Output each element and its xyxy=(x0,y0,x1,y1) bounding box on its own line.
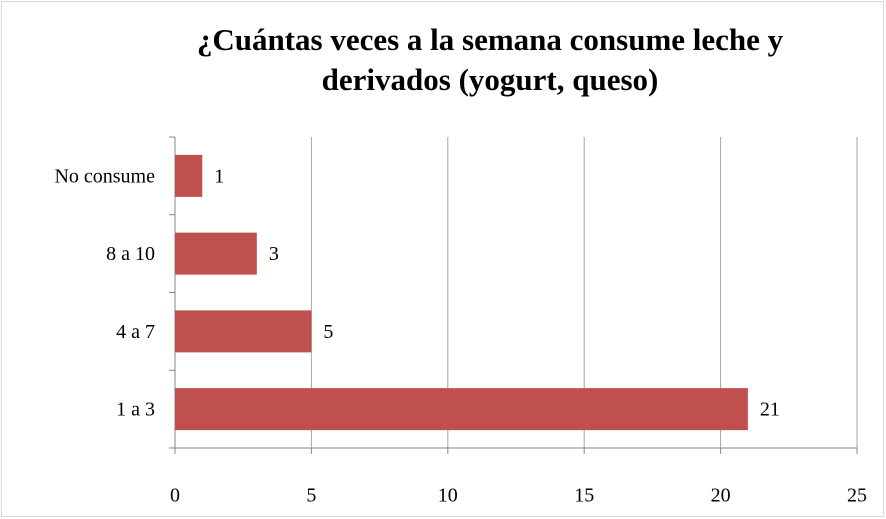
chart-title: ¿Cuántas veces a la semana consume leche… xyxy=(196,22,784,97)
x-tick-label: 0 xyxy=(170,485,180,507)
data-label: 5 xyxy=(323,321,333,343)
y-tick-label: 8 a 10 xyxy=(106,243,155,265)
bar xyxy=(175,310,312,353)
data-label: 1 xyxy=(214,165,224,187)
x-tick-label: 25 xyxy=(847,485,867,507)
bar xyxy=(175,232,257,275)
bar xyxy=(175,388,748,431)
data-label: 3 xyxy=(269,243,279,265)
x-tick-label: 20 xyxy=(711,485,731,507)
data-label: 21 xyxy=(760,399,780,421)
bar xyxy=(175,154,203,197)
y-tick-label: No consume xyxy=(54,165,155,187)
y-tick-label: 4 a 7 xyxy=(116,321,155,343)
x-tick-label: 5 xyxy=(306,485,316,507)
y-tick-label: 1 a 3 xyxy=(116,399,155,421)
x-tick-label: 15 xyxy=(574,485,594,507)
x-tick-label: 10 xyxy=(438,485,458,507)
